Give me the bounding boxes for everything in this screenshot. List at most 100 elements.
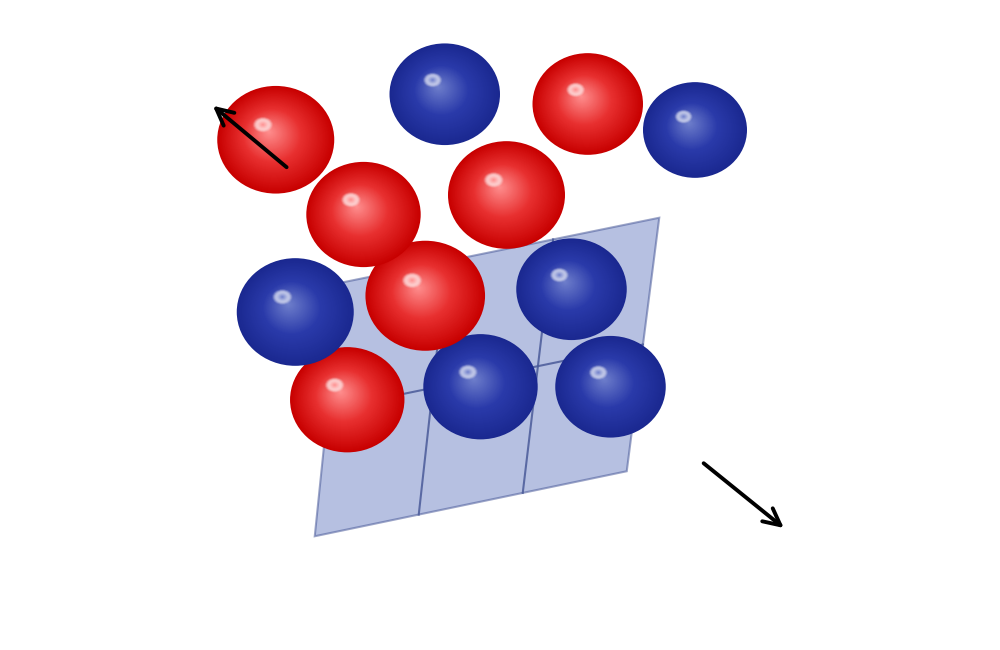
Ellipse shape xyxy=(281,296,284,298)
Ellipse shape xyxy=(356,206,358,207)
Ellipse shape xyxy=(240,261,349,361)
Ellipse shape xyxy=(232,99,316,176)
Ellipse shape xyxy=(416,67,466,113)
Ellipse shape xyxy=(558,274,560,276)
Ellipse shape xyxy=(328,381,356,407)
Ellipse shape xyxy=(556,272,563,278)
Ellipse shape xyxy=(385,258,460,328)
Ellipse shape xyxy=(450,143,563,247)
Ellipse shape xyxy=(310,165,416,263)
Ellipse shape xyxy=(436,84,441,90)
Ellipse shape xyxy=(567,346,651,424)
Ellipse shape xyxy=(326,379,359,409)
Ellipse shape xyxy=(328,181,393,241)
Ellipse shape xyxy=(487,175,500,185)
Ellipse shape xyxy=(555,73,614,127)
Ellipse shape xyxy=(462,153,548,232)
Ellipse shape xyxy=(670,106,713,146)
Ellipse shape xyxy=(432,81,446,94)
Ellipse shape xyxy=(594,369,603,376)
Ellipse shape xyxy=(556,274,576,292)
Ellipse shape xyxy=(367,242,483,348)
Ellipse shape xyxy=(262,124,264,125)
Ellipse shape xyxy=(645,83,745,176)
Ellipse shape xyxy=(661,98,725,157)
Ellipse shape xyxy=(661,98,724,156)
Ellipse shape xyxy=(571,88,593,108)
Ellipse shape xyxy=(452,145,560,244)
Ellipse shape xyxy=(491,178,496,182)
Ellipse shape xyxy=(660,97,726,158)
Ellipse shape xyxy=(684,119,695,128)
Ellipse shape xyxy=(550,268,569,282)
Ellipse shape xyxy=(303,358,388,437)
Ellipse shape xyxy=(423,73,458,105)
Ellipse shape xyxy=(344,195,357,205)
Ellipse shape xyxy=(588,365,624,398)
Ellipse shape xyxy=(545,265,590,305)
Ellipse shape xyxy=(549,268,584,300)
Ellipse shape xyxy=(444,353,511,414)
Ellipse shape xyxy=(678,112,689,121)
Ellipse shape xyxy=(522,244,620,333)
Ellipse shape xyxy=(472,378,476,381)
Ellipse shape xyxy=(312,167,413,260)
Ellipse shape xyxy=(493,181,508,195)
Ellipse shape xyxy=(649,88,739,170)
Ellipse shape xyxy=(418,69,464,111)
Ellipse shape xyxy=(228,95,321,181)
Ellipse shape xyxy=(314,168,411,258)
Ellipse shape xyxy=(382,255,464,331)
Ellipse shape xyxy=(498,185,502,189)
Ellipse shape xyxy=(528,248,612,326)
Ellipse shape xyxy=(461,368,490,394)
Ellipse shape xyxy=(571,87,595,109)
Ellipse shape xyxy=(321,176,401,249)
Ellipse shape xyxy=(643,82,747,178)
Ellipse shape xyxy=(428,78,450,98)
Ellipse shape xyxy=(575,89,577,90)
Ellipse shape xyxy=(411,281,427,296)
Ellipse shape xyxy=(323,376,363,413)
Ellipse shape xyxy=(280,295,285,298)
Ellipse shape xyxy=(556,337,665,437)
Ellipse shape xyxy=(682,116,685,118)
Ellipse shape xyxy=(466,370,470,374)
Ellipse shape xyxy=(539,59,635,147)
Ellipse shape xyxy=(453,146,558,242)
Ellipse shape xyxy=(559,339,661,433)
Ellipse shape xyxy=(253,272,333,346)
Ellipse shape xyxy=(218,86,333,192)
Ellipse shape xyxy=(580,358,635,408)
Ellipse shape xyxy=(429,339,530,432)
Ellipse shape xyxy=(550,69,620,133)
Ellipse shape xyxy=(645,84,744,175)
Ellipse shape xyxy=(253,118,272,132)
Ellipse shape xyxy=(247,112,296,157)
Ellipse shape xyxy=(349,198,353,202)
Ellipse shape xyxy=(240,107,305,166)
Ellipse shape xyxy=(559,277,572,289)
Ellipse shape xyxy=(482,172,521,207)
Ellipse shape xyxy=(536,255,602,317)
Ellipse shape xyxy=(267,285,316,330)
Ellipse shape xyxy=(524,245,617,332)
Ellipse shape xyxy=(489,177,498,183)
Ellipse shape xyxy=(398,51,490,135)
Ellipse shape xyxy=(227,94,322,182)
Ellipse shape xyxy=(266,284,317,331)
Ellipse shape xyxy=(523,244,618,332)
Ellipse shape xyxy=(488,177,514,200)
Ellipse shape xyxy=(341,192,377,226)
Ellipse shape xyxy=(535,255,603,318)
Ellipse shape xyxy=(553,71,617,131)
Ellipse shape xyxy=(402,274,438,307)
Ellipse shape xyxy=(303,359,387,436)
Ellipse shape xyxy=(335,187,384,233)
Ellipse shape xyxy=(373,248,475,341)
Ellipse shape xyxy=(547,66,624,137)
Ellipse shape xyxy=(353,203,361,211)
Ellipse shape xyxy=(257,120,269,129)
Ellipse shape xyxy=(278,294,286,300)
Ellipse shape xyxy=(257,120,268,129)
